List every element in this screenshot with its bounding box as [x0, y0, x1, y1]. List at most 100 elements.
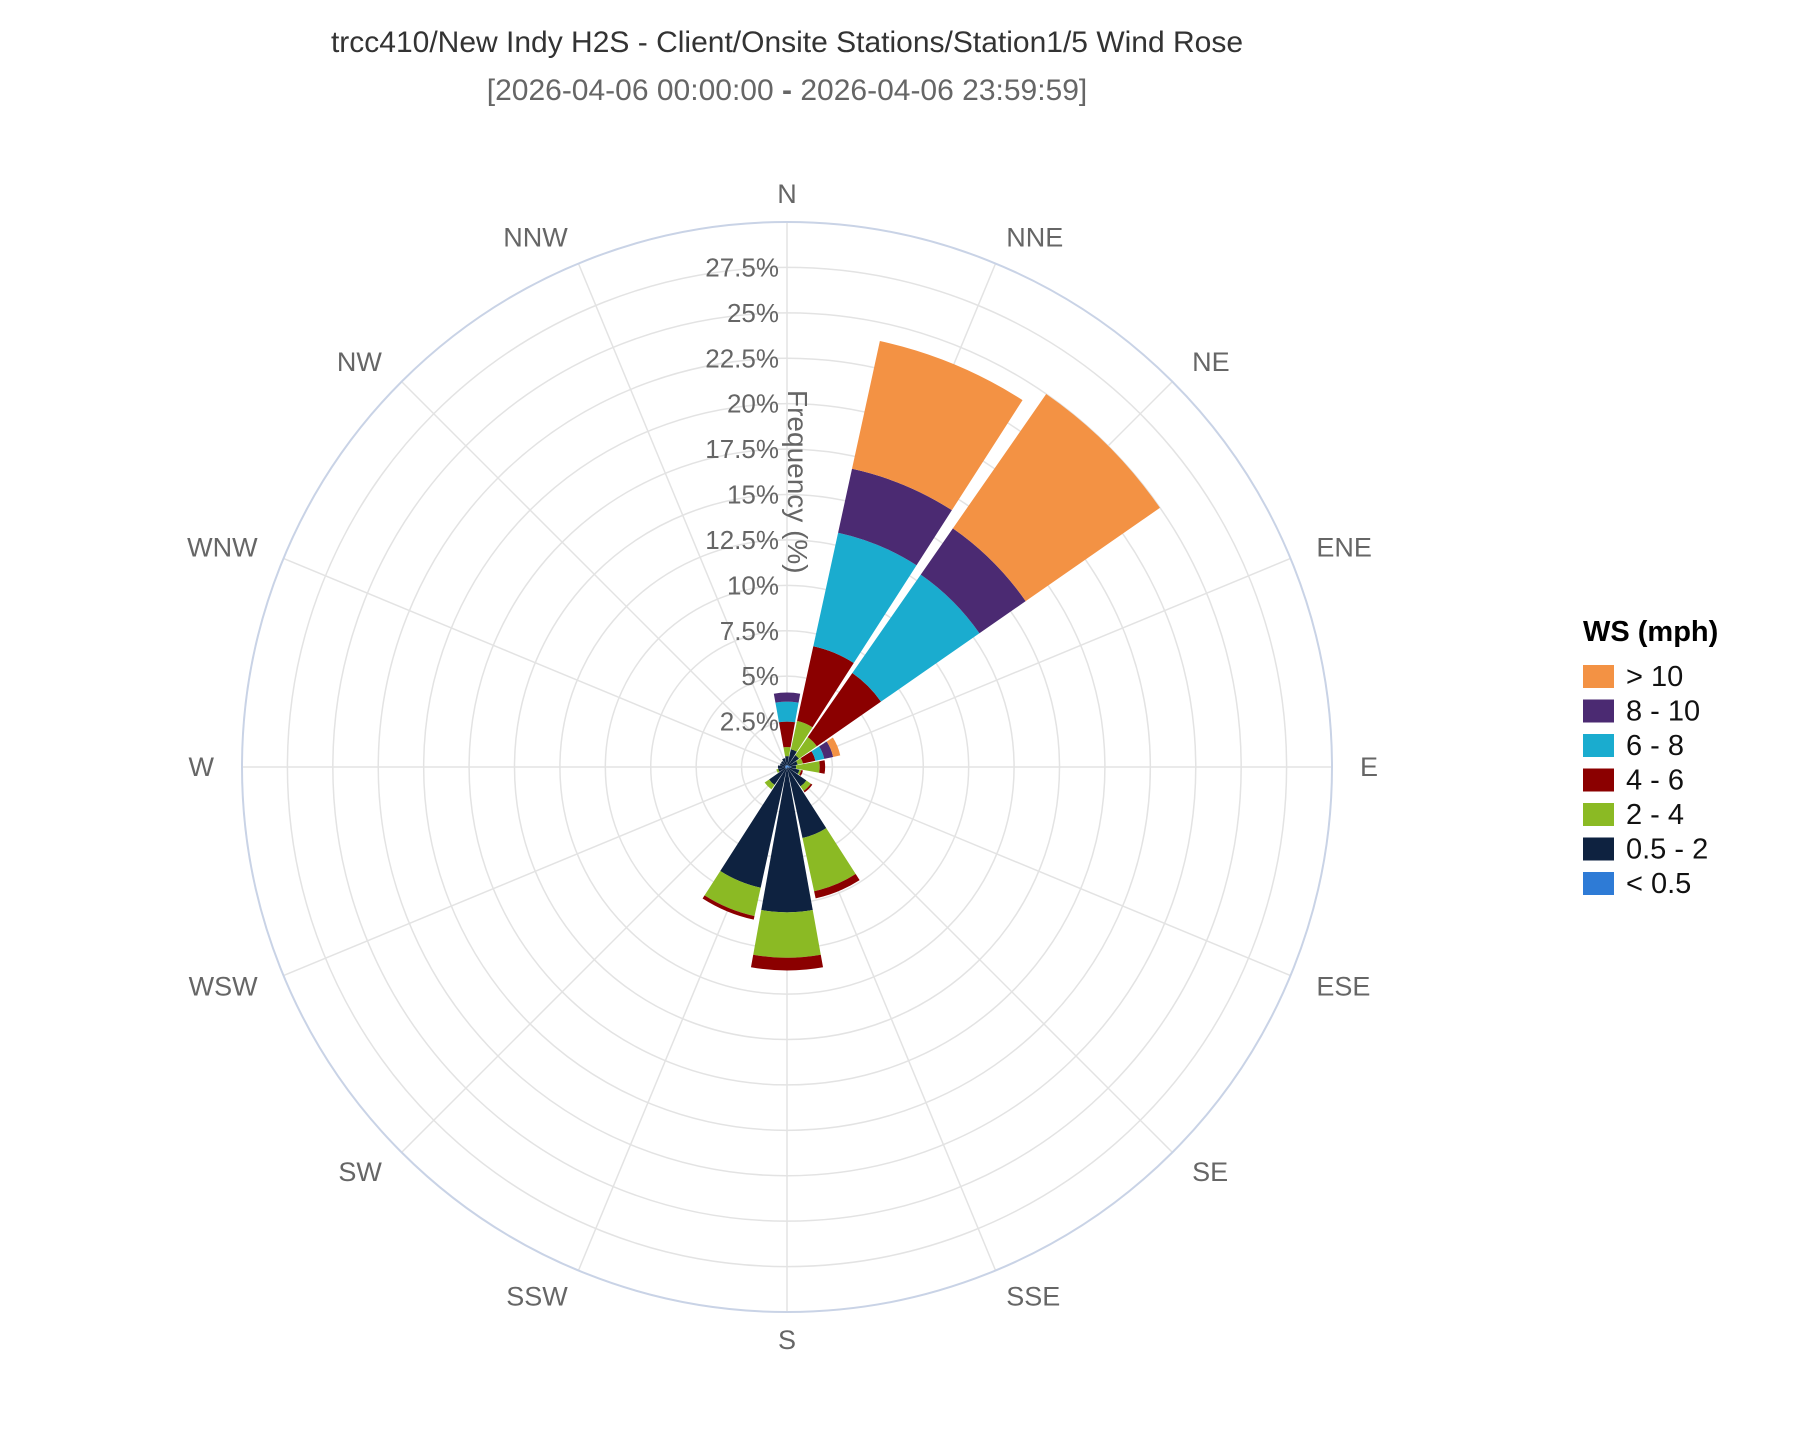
- legend-label: 6 - 8: [1626, 730, 1684, 762]
- bar-n-bin-1: [786, 765, 788, 767]
- legend-swatch: [1583, 872, 1614, 895]
- direction-label-e: E: [1360, 752, 1378, 782]
- bar-wsw-bin-2: [778, 767, 786, 772]
- bar-ene-bin-5: [811, 746, 825, 761]
- legend-label: 0.5 - 2: [1626, 834, 1708, 866]
- radial-tick-label: 12.5%: [705, 525, 779, 555]
- bar-e-bin-4: [819, 760, 826, 774]
- bar-sw-bin-2: [769, 768, 786, 785]
- direction-label-nne: NNE: [1006, 223, 1063, 253]
- grid-spoke-ene: [786, 557, 1291, 768]
- direction-labels: N NNE NE ENE E ESE SE SSE S SSW SW WSW W WNW NW NNW: [187, 179, 1378, 1355]
- grid-spoke-ese: [786, 766, 1291, 977]
- bar-ssw-bin-3: [704, 870, 761, 917]
- bar-ne-bin-3: [795, 737, 817, 759]
- bar-ese-bin-3: [797, 769, 802, 775]
- bar-nne-bin-1: [787, 765, 788, 767]
- legend-label: 2 - 4: [1626, 799, 1684, 831]
- radial-tick-label: 27.5%: [705, 252, 779, 282]
- bar-ne-bin-5: [852, 574, 980, 702]
- direction-label-se: SE: [1192, 1157, 1228, 1187]
- bar-ene-bin-6: [819, 741, 834, 759]
- chart-subtitle: [2026-04-06 00:00:00 - 2026-04-06 23:59:…: [487, 74, 1088, 107]
- bar-nw-bin-2: [781, 761, 786, 766]
- legend: WS (mph) > 108 - 106 - 84 - 62 - 40.5 - …: [1583, 616, 1718, 900]
- bar-se-bin-2: [787, 767, 807, 787]
- bar-se-bin-4: [803, 783, 813, 793]
- radial-tick-label: 22.5%: [705, 343, 779, 373]
- bar-n-bin-6: [773, 692, 801, 703]
- bar-ene-bin-3: [796, 758, 803, 765]
- bar-e-bin-1: [787, 766, 791, 768]
- bar-ese-bin-2: [788, 767, 800, 774]
- bar-nne-bin-6: [838, 468, 952, 566]
- bar-wsw-bin-3: [776, 768, 780, 773]
- bar-ene-bin-4: [800, 751, 816, 764]
- bar-ene-bin-2: [788, 761, 798, 767]
- radial-tick-label: 2.5%: [720, 707, 779, 737]
- direction-label-w: W: [189, 752, 215, 782]
- bar-n-bin-3: [783, 747, 791, 757]
- bar-n-bin-2: [785, 756, 789, 766]
- bar-nw-bin-1: [785, 765, 787, 767]
- radial-tick-label: 20%: [727, 389, 779, 419]
- bar-se-bin-3: [800, 780, 811, 791]
- bar-sse-bin-3: [802, 828, 856, 892]
- legend-label: 8 - 10: [1626, 696, 1700, 728]
- bar-nne-bin-5: [813, 532, 917, 664]
- bar-ene-bin-7: [826, 737, 841, 757]
- bar-ene-bin-1: [787, 766, 789, 767]
- grid-spoke-wnw: [283, 557, 788, 768]
- subtitle-end: 2026-04-06 23:59:59: [800, 74, 1079, 107]
- subtitle-start: 2026-04-06 00:00:00: [495, 74, 774, 107]
- bar-nne-bin-2: [787, 749, 797, 766]
- chart-title: trcc410/New Indy H2S - Client/Onsite Sta…: [331, 26, 1243, 59]
- legend-swatch: [1583, 699, 1614, 723]
- bar-ese-bin-1: [787, 767, 789, 768]
- direction-label-sse: SSE: [1006, 1281, 1060, 1311]
- direction-label-sw: SW: [338, 1157, 382, 1187]
- grid-spoke-nnw: [577, 263, 788, 768]
- direction-label-ene: ENE: [1316, 533, 1372, 563]
- bar-ne-bin-1: [787, 765, 789, 767]
- wind-rose-bars: [702, 341, 1160, 971]
- bar-s-bin-4: [750, 954, 824, 971]
- direction-label-ese: ESE: [1316, 971, 1370, 1001]
- bar-n-bin-4: [778, 721, 796, 748]
- legend-title: WS (mph): [1583, 616, 1718, 648]
- bar-s-bin-3: [753, 910, 821, 958]
- radial-tick-label: 17.5%: [705, 434, 779, 464]
- grid-spoke-wsw: [283, 766, 788, 977]
- legend-items: > 108 - 106 - 84 - 62 - 40.5 - 2< 0.5: [1583, 661, 1708, 900]
- radial-axis-title: Frequency (%): [782, 390, 813, 574]
- grid-spoke-sw: [401, 766, 788, 1153]
- legend-swatch: [1583, 803, 1614, 826]
- direction-label-nw: NW: [337, 347, 382, 377]
- legend-swatch: [1583, 665, 1614, 688]
- bar-nnw-bin-1: [786, 765, 787, 767]
- bar-n-bin-5: [775, 701, 799, 723]
- legend-swatch: [1583, 837, 1614, 861]
- bar-ne-bin-7: [952, 394, 1160, 602]
- bar-nne-bin-4: [797, 646, 854, 728]
- bar-sw-bin-1: [785, 767, 787, 769]
- bar-ssw-bin-4: [702, 895, 755, 920]
- direction-label-wnw: WNW: [187, 533, 258, 563]
- direction-label-nnw: NNW: [503, 223, 568, 253]
- direction-label-ne: NE: [1192, 347, 1230, 377]
- bar-wsw-bin-1: [785, 767, 787, 768]
- direction-label-n: N: [777, 179, 797, 209]
- legend-swatch: [1583, 768, 1614, 792]
- legend-label: > 10: [1626, 661, 1683, 693]
- bar-s-bin-2: [761, 767, 813, 913]
- bar-ssw-bin-2: [720, 768, 787, 888]
- radial-tick-label: 7.5%: [720, 616, 779, 646]
- bar-nne-bin-3: [790, 720, 813, 752]
- bar-ese-bin-4: [799, 770, 803, 776]
- grid-spoke-se: [786, 766, 1173, 1153]
- legend-label: < 0.5: [1626, 868, 1691, 900]
- radial-tick-label: 25%: [727, 298, 779, 328]
- bar-ne-bin-2: [788, 755, 799, 766]
- bar-w-bin-2: [777, 765, 786, 769]
